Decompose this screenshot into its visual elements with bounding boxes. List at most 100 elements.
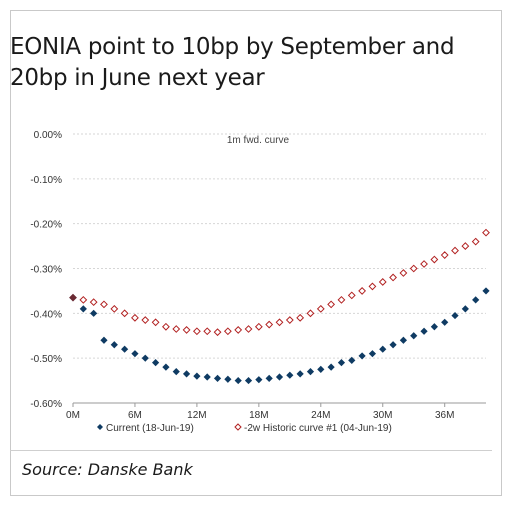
- data-point: [399, 269, 408, 277]
- data-point: [110, 341, 118, 349]
- data-point: [472, 296, 480, 304]
- data-point: [213, 328, 222, 337]
- data-point: [389, 273, 397, 282]
- data-point: [451, 246, 459, 255]
- chart-container: 1m fwd. curve 0.00% -0.10% -0.20% -0.30% -0.…: [30, 130, 490, 434]
- data-point: [306, 368, 315, 376]
- data-point: [172, 325, 181, 333]
- data-point: [89, 298, 98, 307]
- data-point: [441, 318, 449, 326]
- data-point: [234, 326, 243, 334]
- data-point: [316, 304, 325, 313]
- data-series: [69, 228, 490, 385]
- data-point: [368, 350, 377, 358]
- source-note: Source: Danske Bank: [22, 460, 193, 479]
- x-tick-label: 12M: [187, 410, 206, 421]
- data-point: [306, 309, 315, 318]
- data-point: [347, 291, 356, 300]
- data-point: [482, 287, 490, 295]
- data-point: [430, 323, 438, 331]
- data-point: [389, 341, 397, 349]
- data-point: [182, 326, 191, 334]
- data-point: [79, 295, 88, 304]
- data-point: [275, 373, 284, 381]
- data-point: [296, 313, 305, 322]
- data-point: [100, 336, 108, 344]
- data-point: [141, 354, 149, 362]
- y-axis: 0.00% -0.10% -0.20% -0.30% -0.40% -0.50% -0.60…: [30, 130, 62, 410]
- data-point: [244, 376, 253, 385]
- data-point: [337, 295, 346, 304]
- data-point: [172, 368, 180, 376]
- y-tick-label: -0.30%: [30, 265, 62, 276]
- x-tick-label: 18M: [249, 410, 268, 421]
- chart-title: 1m fwd. curve: [227, 135, 290, 146]
- data-point: [182, 370, 191, 378]
- data-point: [285, 316, 294, 324]
- source-divider: [10, 450, 492, 451]
- data-point: [69, 293, 77, 302]
- data-point: [420, 327, 428, 335]
- data-point: [90, 309, 98, 317]
- data-point: [141, 316, 150, 324]
- data-point: [440, 251, 449, 259]
- series-historic: [69, 228, 490, 337]
- data-point: [192, 327, 201, 336]
- data-point: [224, 375, 232, 383]
- legend-marker-historic: [234, 423, 242, 431]
- data-point: [378, 278, 387, 286]
- chart-svg: 1m fwd. curve 0.00% -0.10% -0.20% -0.30% -0.…: [30, 130, 490, 434]
- data-point: [110, 304, 119, 313]
- data-point: [358, 352, 366, 360]
- y-tick-label: -0.40%: [30, 309, 62, 320]
- data-point: [420, 260, 428, 268]
- data-point: [203, 373, 211, 381]
- data-point: [461, 242, 470, 250]
- data-point: [286, 371, 294, 379]
- data-point: [358, 287, 367, 295]
- data-point: [451, 311, 459, 320]
- x-tick-label: 36M: [435, 410, 454, 421]
- y-tick-label: -0.10%: [30, 175, 62, 186]
- legend: Current (18-Jun-19) -2w Historic curve #1…: [97, 423, 392, 434]
- data-point: [193, 372, 201, 380]
- data-point: [317, 365, 325, 373]
- data-point: [430, 255, 439, 264]
- data-point: [244, 325, 253, 333]
- x-tick-label: 6M: [128, 410, 142, 421]
- data-point: [254, 322, 263, 331]
- x-tick-label: 0M: [66, 410, 80, 421]
- data-point: [131, 350, 139, 358]
- data-point: [410, 332, 418, 340]
- chart-frame: [10, 10, 502, 496]
- data-point: [79, 305, 87, 313]
- legend-marker-current: [97, 424, 103, 430]
- data-point: [296, 370, 304, 378]
- legend-label-historic: -2w Historic curve #1 (04-Jun-19): [244, 423, 392, 434]
- data-point: [151, 318, 160, 327]
- data-point: [100, 300, 108, 309]
- series-current: [69, 287, 490, 385]
- data-point: [265, 374, 273, 382]
- data-point: [265, 320, 274, 329]
- data-point: [275, 318, 284, 327]
- data-point: [234, 376, 242, 385]
- data-point: [162, 322, 170, 331]
- y-tick-label: 0.00%: [34, 130, 62, 141]
- data-point: [120, 309, 129, 318]
- x-tick-label: 30M: [373, 410, 392, 421]
- data-point: [223, 327, 232, 336]
- data-point: [131, 313, 139, 322]
- x-axis: 0M 6M 12M 18M 24M 30M 36M: [66, 402, 486, 421]
- x-tick-label: 24M: [311, 410, 330, 421]
- data-point: [152, 359, 160, 367]
- data-point: [213, 374, 222, 382]
- data-point: [482, 228, 490, 237]
- y-tick-label: -0.50%: [30, 354, 62, 365]
- y-tick-label: -0.60%: [30, 399, 62, 410]
- data-point: [461, 305, 469, 313]
- data-point: [379, 345, 387, 353]
- data-point: [337, 359, 346, 367]
- data-point: [471, 237, 480, 246]
- page-title: EONIA point to 10bp by September and 20b…: [10, 34, 455, 91]
